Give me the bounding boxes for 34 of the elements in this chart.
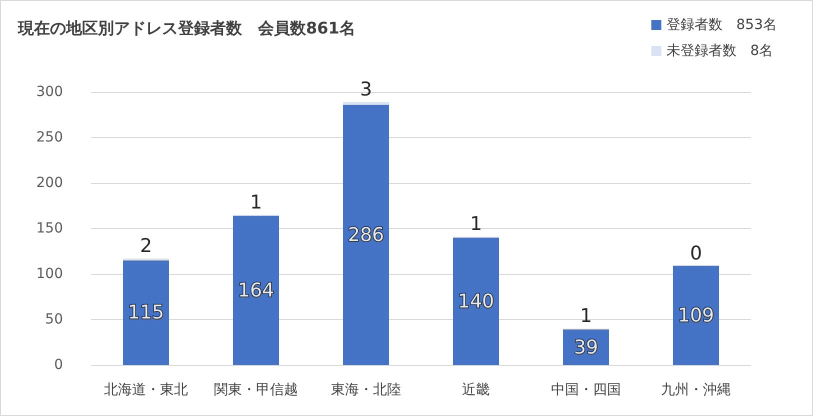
- data-label: 140: [458, 290, 494, 312]
- data-label: 2: [140, 235, 152, 258]
- data-label: 115: [128, 302, 164, 324]
- data-label: 109: [678, 304, 714, 326]
- y-tick-label: 250: [36, 130, 63, 146]
- x-tick-label: 北海道・東北: [104, 382, 188, 398]
- y-tick-label: 50: [45, 312, 63, 328]
- data-label: 3: [360, 78, 372, 101]
- chart-title: 現在の地区別アドレス登録者数 会員数861名: [17, 18, 356, 38]
- bar: [233, 216, 279, 365]
- x-tick-label: 九州・沖縄: [661, 382, 731, 398]
- y-tick-label: 150: [36, 220, 63, 236]
- y-tick-label: 0: [54, 357, 63, 373]
- legend-label: 登録者数 853名: [666, 17, 778, 33]
- data-label: 1: [250, 191, 262, 214]
- legend-label: 未登録者数 8名: [666, 43, 774, 59]
- data-label: 164: [238, 279, 274, 302]
- x-tick-label: 関東・甲信越: [214, 382, 298, 398]
- y-tick-label: 300: [36, 84, 63, 100]
- x-tick-label: 中国・四国: [551, 382, 621, 398]
- bar: [123, 260, 169, 365]
- data-label: 39: [574, 336, 598, 358]
- data-label: 1: [580, 305, 592, 328]
- data-label: 286: [348, 224, 384, 246]
- bar: [343, 102, 389, 105]
- data-label: 0: [690, 242, 702, 264]
- x-tick-label: 東海・北陸: [331, 382, 401, 398]
- data-label: 1: [470, 213, 482, 236]
- bar: [453, 238, 499, 365]
- bar: [673, 266, 719, 365]
- y-tick-label: 100: [36, 266, 63, 282]
- x-tick-label: 近畿: [462, 382, 490, 398]
- y-tick-label: 200: [36, 175, 63, 191]
- bar: [343, 104, 389, 365]
